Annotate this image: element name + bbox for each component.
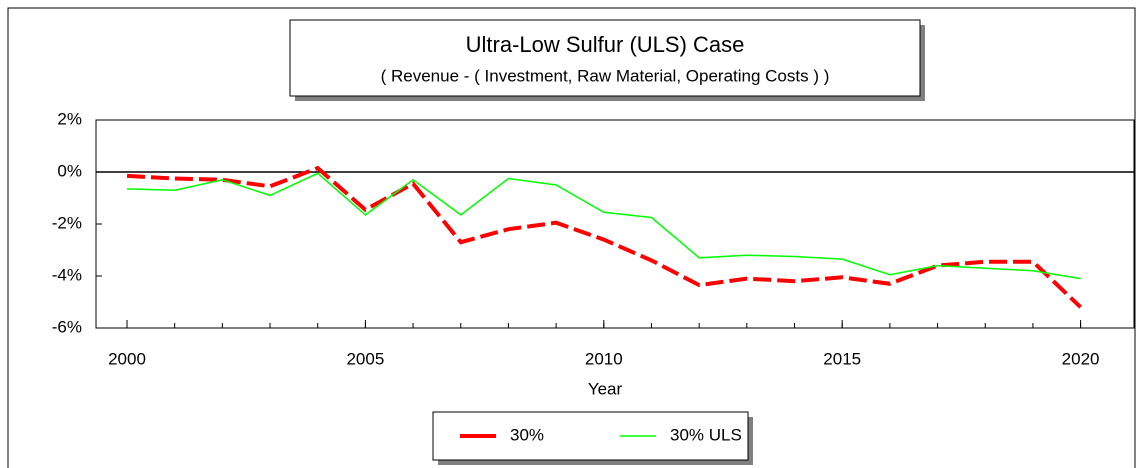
x-tick-label: 2000 xyxy=(108,349,146,368)
chart-subtitle: ( Revenue - ( Investment, Raw Material, … xyxy=(381,66,830,85)
y-tick-label: 2% xyxy=(57,109,82,128)
series-line xyxy=(126,172,1081,280)
y-tick-label: -2% xyxy=(52,213,82,232)
y-tick-label: -6% xyxy=(52,317,82,336)
x-tick-label: 2015 xyxy=(823,349,861,368)
x-tick-label: 2005 xyxy=(346,349,384,368)
x-tick-label: 2020 xyxy=(1062,349,1100,368)
series-line xyxy=(126,165,1082,309)
legend-label: 30% xyxy=(510,425,544,444)
y-tick-label: 0% xyxy=(57,161,82,180)
title-box xyxy=(289,19,921,97)
legend-label: 30% ULS xyxy=(670,425,742,444)
x-axis-label: Year xyxy=(588,379,623,398)
chart-title: Ultra-Low Sulfur (ULS) Case xyxy=(466,32,745,57)
x-tick-label: 2010 xyxy=(585,349,623,368)
plot-area xyxy=(95,119,1135,329)
y-tick-label: -4% xyxy=(52,265,82,284)
